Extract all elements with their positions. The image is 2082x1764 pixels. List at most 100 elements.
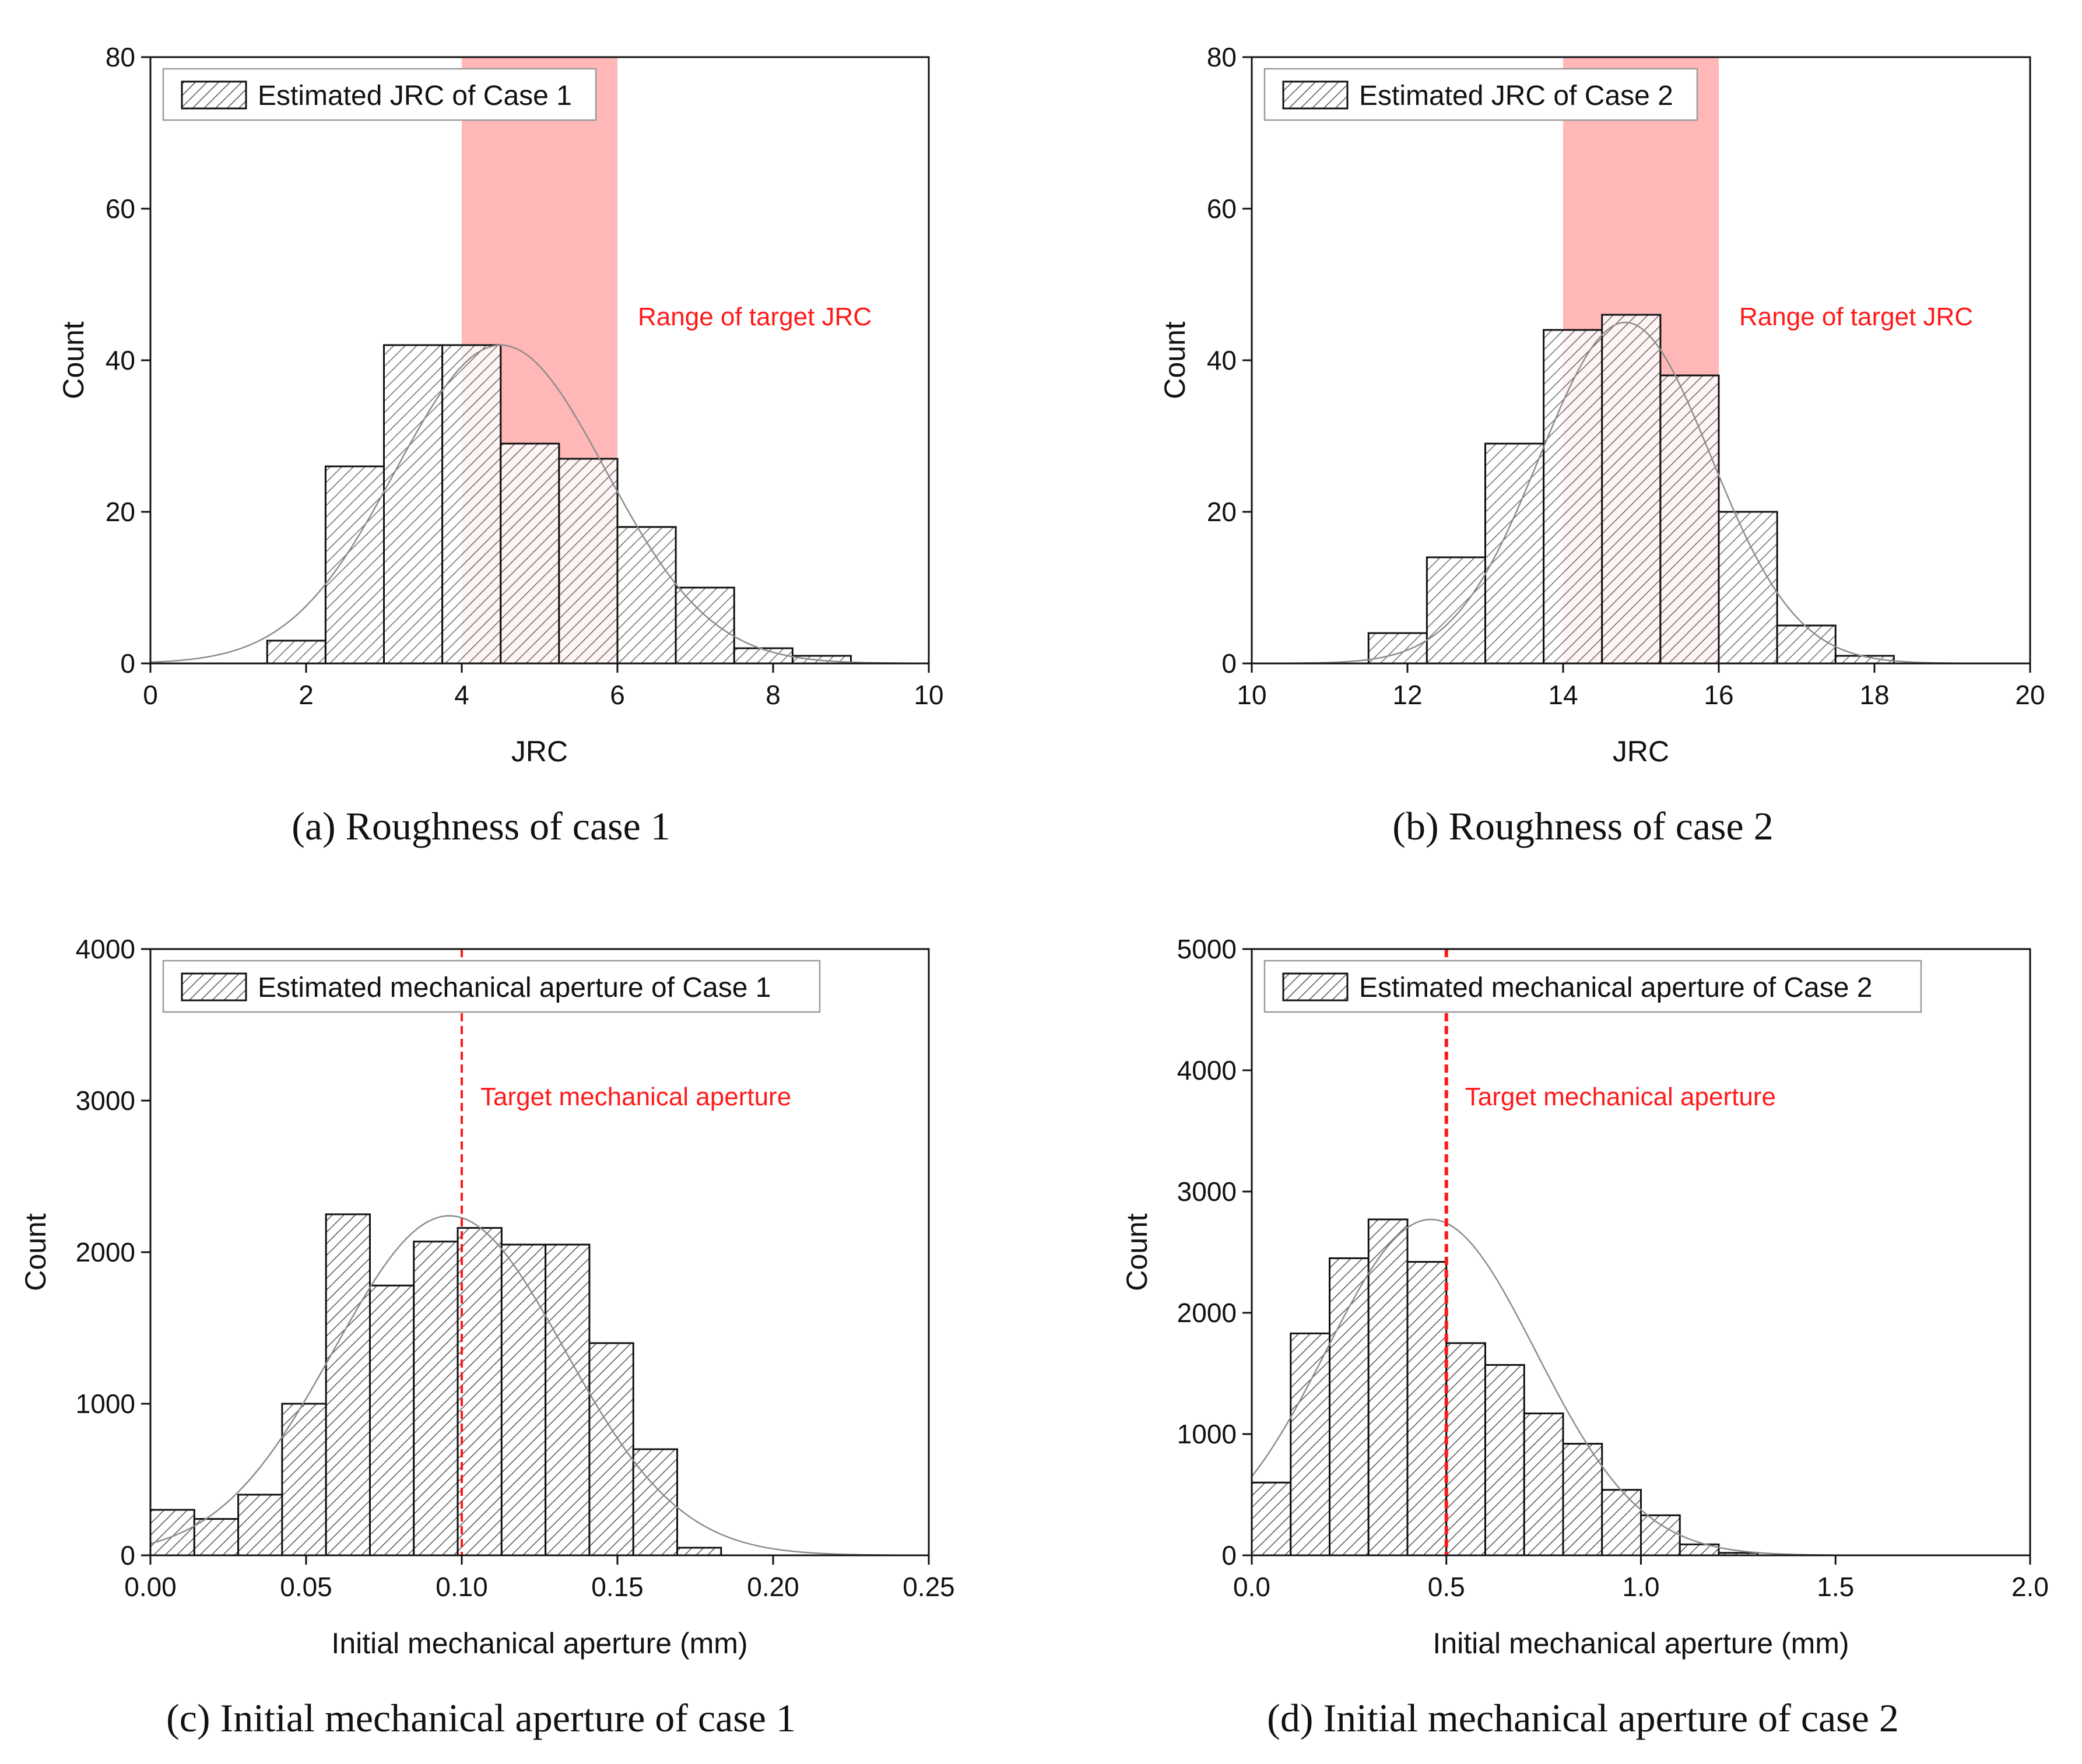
histogram-bar [149,1509,195,1556]
histogram-bar [588,1342,634,1556]
histogram-bar [676,1547,722,1556]
histogram-bar [1601,314,1662,665]
histogram-bar [545,1243,591,1556]
histogram-bar [1601,1489,1642,1556]
chart-panel-b: 10 12 14 16 18 20 0 20 40 60 80 JRC Count Estimated J… [1158,42,2045,848]
histogram-bar [632,1448,679,1556]
target-annotation: Target mechanical aperture [480,1083,791,1111]
y-tick-label: 20 [1207,497,1237,527]
histogram-bar [1445,1342,1486,1556]
x-tick-label: 0.05 [280,1572,332,1602]
panel-caption: (b) Roughness of case 2 [1392,804,1773,848]
x-axis-title: Initial mechanical aperture (mm) [331,1627,747,1660]
histogram-bar [500,442,560,665]
y-tick-label: 3000 [76,1085,135,1116]
x-tick-label: 10 [1237,680,1266,710]
y-tick-label: 60 [106,194,135,224]
histogram-bar [558,458,619,665]
x-tick-label: 0.20 [747,1572,799,1602]
histogram-bar [1640,1514,1681,1556]
y-tick-label: 5000 [1177,934,1237,964]
x-tick-label: 16 [1704,680,1733,710]
histogram-bar [325,1213,371,1556]
x-axis-title: JRC [511,735,568,768]
x-tick-label: 0 [143,680,158,710]
y-tick-label: 4000 [1177,1055,1237,1085]
legend-swatch [181,972,247,1002]
y-tick-label: 1000 [1177,1419,1237,1449]
y-tick-label: 2000 [1177,1298,1237,1328]
x-tick-label: 2 [299,680,314,710]
y-tick-label: 0 [1221,648,1237,679]
histogram-bar [1251,1481,1292,1556]
normal-fit-curve [1251,321,2030,665]
legend: Estimated JRC of Case 1 [162,68,597,121]
x-tick-label: 2.0 [2011,1572,2049,1602]
histogram-bar [237,1494,283,1556]
x-tick-label: 10 [914,680,943,710]
x-tick-label: 0.0 [1233,1572,1270,1602]
legend-label: Estimated mechanical aperture of Case 2 [1359,972,1872,1003]
histogram-bar [1484,1364,1525,1556]
legend: Estimated mechanical aperture of Case 1 [162,960,821,1013]
y-tick-label: 80 [1207,42,1237,72]
chart-panel-c: 0.00 0.05 0.10 0.15 0.20 0.25 0 1000 2000 3000 400… [19,934,955,1740]
x-tick-label: 20 [2015,680,2045,710]
y-axis-title: Count [19,1213,52,1291]
y-tick-label: 60 [1207,194,1237,224]
histogram-bar [383,344,444,665]
legend-label: Estimated JRC of Case 1 [258,80,572,111]
legend-swatch [1282,80,1349,110]
legend-label: Estimated JRC of Case 2 [1359,80,1673,111]
legend-box [1263,960,1922,1013]
y-tick-label: 3000 [1177,1176,1237,1207]
x-tick-label: 14 [1548,680,1578,710]
x-tick-label: 0.10 [436,1572,488,1602]
histogram-bar [1406,1261,1448,1556]
range-annotation: Range of target JRC [1739,303,1973,331]
histogram-bar [733,647,794,665]
histogram-bar [368,1284,415,1556]
histogram-bar [1484,442,1545,665]
target-annotation: Target mechanical aperture [1465,1083,1776,1111]
legend: Estimated JRC of Case 2 [1263,68,1698,121]
y-tick-label: 4000 [76,934,135,964]
x-tick-label: 6 [610,680,625,710]
histogram-bar [1543,329,1603,665]
histogram-bar [500,1243,547,1556]
y-tick-label: 2000 [76,1237,135,1267]
legend-swatch [181,80,247,110]
y-tick-label: 20 [106,497,135,527]
normal-fit-curve [150,1215,929,1556]
y-tick-label: 0 [1221,1540,1237,1570]
histogram-bar [413,1241,459,1556]
x-axis-title: JRC [1613,735,1669,768]
y-tick-label: 1000 [76,1389,135,1419]
normal-fit-curve [150,344,929,665]
histogram-bar [441,344,502,665]
x-tick-label: 12 [1392,680,1422,710]
histogram-bar [1367,1218,1409,1556]
legend-swatch [1282,972,1349,1002]
histogram-bar [1718,511,1778,665]
chart-panel-a: 0 2 4 6 8 10 0 20 40 60 80 JRC Count Estimated JRC of… [57,42,944,848]
y-axis-title: Count [1158,321,1191,399]
x-tick-label: 0.5 [1428,1572,1465,1602]
x-tick-label: 1.5 [1817,1572,1854,1602]
histogram-bar [193,1518,240,1556]
histogram-bar [1776,624,1837,665]
legend: Estimated mechanical aperture of Case 2 [1263,960,1922,1013]
x-tick-label: 0.25 [903,1572,955,1602]
y-tick-label: 40 [1207,345,1237,375]
x-tick-label: 4 [454,680,469,710]
y-tick-label: 80 [106,42,135,72]
x-axis-title: Initial mechanical aperture (mm) [1433,1627,1849,1660]
panel-caption: (d) Initial mechanical aperture of case … [1267,1696,1899,1740]
histogram-bar [1562,1443,1603,1556]
y-axis-title: Count [1121,1213,1153,1291]
histogram-bar [266,639,326,665]
histogram-bar [616,526,677,665]
x-tick-label: 18 [1859,680,1889,710]
